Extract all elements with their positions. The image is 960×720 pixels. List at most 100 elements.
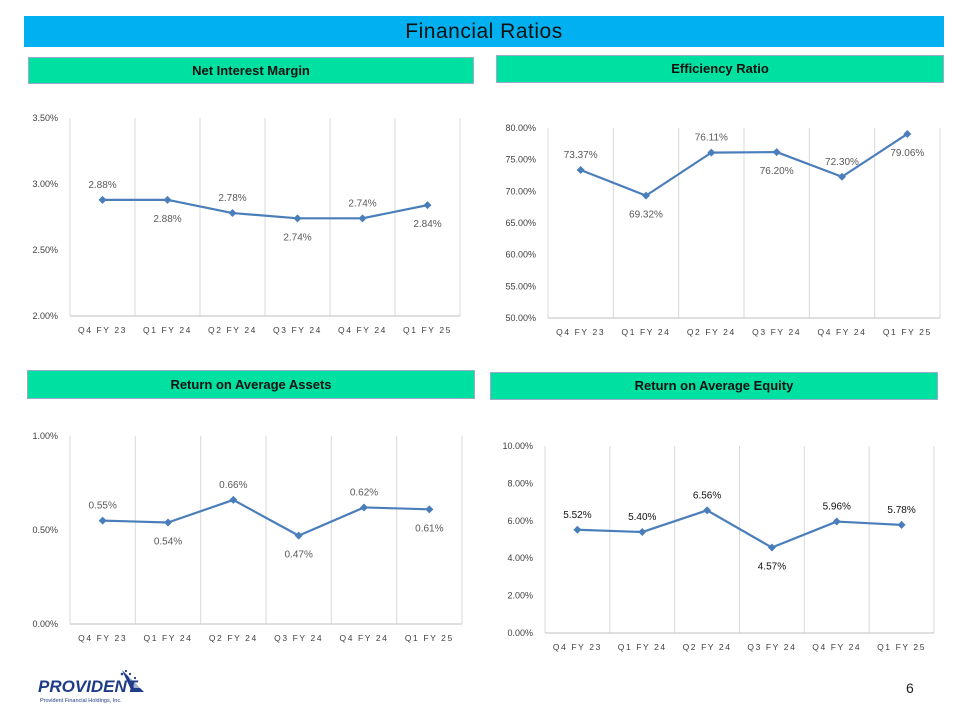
chart-nim-ytick-label: 3.50% xyxy=(32,113,58,123)
chart-roe-point xyxy=(897,520,906,529)
chart-eff-point xyxy=(772,148,781,157)
chart-roa-data-label: 0.61% xyxy=(415,523,443,534)
chart-roa-data-label: 0.54% xyxy=(154,536,182,547)
chart-nim-data-label: 2.88% xyxy=(153,214,181,225)
chart-roa-xtick-label: Q4 FY 24 xyxy=(339,633,388,643)
chart-eff-ytick-label: 80.00% xyxy=(505,123,536,133)
chart-eff-series-line xyxy=(580,133,908,197)
chart-roe-data-label: 5.78% xyxy=(887,505,915,516)
chart-roe-xtick-label: Q1 FY 24 xyxy=(618,642,667,652)
chart-roa-point xyxy=(294,531,303,540)
chart-eff-ytick-label: 55.00% xyxy=(505,281,536,291)
chart-roe-data-label: 5.52% xyxy=(563,510,591,521)
chart-eff-point xyxy=(642,191,650,200)
chart-eff-xtick-label: Q4 FY 24 xyxy=(817,327,866,337)
chart-roa-point xyxy=(98,516,107,525)
chart-roa-data-label: 0.47% xyxy=(284,550,312,561)
chart-nim-point xyxy=(293,214,302,223)
chart-eff-data-label: 69.32% xyxy=(629,210,663,221)
chart-nim-point xyxy=(163,195,172,204)
chart-eff-data-label: 76.11% xyxy=(695,133,728,144)
chart-roa-point xyxy=(164,518,172,527)
chart-nim-data-label: 2.88% xyxy=(88,180,116,191)
chart-roe-ytick-label: 2.00% xyxy=(507,591,533,601)
chart-roa-data-label: 0.55% xyxy=(88,501,116,512)
chart-roe-point xyxy=(832,517,841,526)
chart-roa-ytick-label: 0.50% xyxy=(32,525,58,535)
chart-eff-point xyxy=(576,165,585,174)
page-number: 6 xyxy=(906,680,914,696)
chart-roe-data-label: 6.56% xyxy=(693,490,721,501)
chart-nim-data-label: 2.84% xyxy=(413,219,441,230)
nim-chart-title: Net Interest Margin xyxy=(28,57,474,84)
chart-roe-point xyxy=(638,528,647,537)
provident-logo: PROVIDENT Provident Financial Holdings, … xyxy=(38,669,144,704)
chart-nim-xtick-label: Q3 FY 24 xyxy=(273,325,322,335)
chart-roe-xtick-label: Q1 FY 25 xyxy=(877,642,926,652)
chart-roa-xtick-label: Q3 FY 24 xyxy=(274,633,323,643)
chart-roe-data-label: 5.96% xyxy=(823,502,851,513)
chart-roa-data-label: 0.62% xyxy=(350,487,378,498)
logo-wordmark: PROVIDENT xyxy=(38,677,139,696)
chart-roe-xtick-label: Q4 FY 23 xyxy=(553,642,602,652)
chart-roa-xtick-label: Q4 FY 23 xyxy=(78,633,127,643)
chart-eff-data-label: 79.06% xyxy=(890,148,924,159)
roe-chart-title: Return on Average Equity xyxy=(490,372,938,400)
chart-roe-xtick-label: Q3 FY 24 xyxy=(747,642,796,652)
chart-nim-xtick-label: Q1 FY 24 xyxy=(143,325,192,335)
chart-roa-xtick-label: Q1 FY 24 xyxy=(143,633,192,643)
chart-roe-data-label: 5.40% xyxy=(628,512,656,523)
chart-eff-xtick-label: Q1 FY 24 xyxy=(621,327,670,337)
chart-roe-series-line xyxy=(577,509,902,549)
chart-eff-data-label: 73.37% xyxy=(564,150,598,161)
chart-roa-data-label: 0.66% xyxy=(219,480,247,491)
chart-nim-xtick-label: Q4 FY 24 xyxy=(338,325,387,335)
chart-eff-xtick-label: Q1 FY 25 xyxy=(883,327,932,337)
chart-roe-point xyxy=(703,506,712,515)
chart-roa-xtick-label: Q1 FY 25 xyxy=(405,633,454,643)
chart-roa-ytick-label: 0.00% xyxy=(32,619,58,629)
logo-subtitle: Provident Financial Holdings, Inc. xyxy=(40,698,122,704)
chart-eff-point xyxy=(903,129,912,138)
chart-eff-ytick-label: 75.00% xyxy=(505,155,536,165)
slide-title: Financial Ratios xyxy=(24,16,944,47)
chart-nim-point xyxy=(358,214,367,223)
chart-roe-data-label: 4.57% xyxy=(758,562,786,573)
chart-eff-ytick-label: 70.00% xyxy=(505,186,536,196)
chart-eff-point xyxy=(707,148,716,157)
chart-nim-ytick-label: 2.00% xyxy=(32,311,58,321)
chart-eff-ytick-label: 50.00% xyxy=(505,313,536,323)
chart-nim-xtick-label: Q2 FY 24 xyxy=(208,325,257,335)
chart-nim-data-label: 2.74% xyxy=(348,198,376,209)
chart-eff-xtick-label: Q2 FY 24 xyxy=(687,327,736,337)
chart-roa-point xyxy=(229,495,238,504)
chart-roe-ytick-label: 8.00% xyxy=(507,478,533,488)
chart-nim-point xyxy=(228,209,237,218)
chart-nim-series-line xyxy=(102,198,428,220)
chart-nim-xtick-label: Q1 FY 25 xyxy=(403,325,452,335)
chart-nim-data-label: 2.74% xyxy=(283,232,311,243)
chart-roe-ytick-label: 6.00% xyxy=(507,516,533,526)
chart-eff-ytick-label: 60.00% xyxy=(505,250,536,260)
chart-nim-ytick-label: 2.50% xyxy=(32,245,58,255)
chart-eff-data-label: 76.20% xyxy=(760,166,794,177)
chart-roa-point xyxy=(425,505,434,514)
roa-chart-title: Return on Average Assets xyxy=(27,370,475,399)
chart-nim-point xyxy=(98,195,107,204)
chart-eff-point xyxy=(838,172,846,181)
chart-roe-ytick-label: 0.00% xyxy=(507,628,533,638)
chart-roe-ytick-label: 10.00% xyxy=(502,441,533,451)
chart-roe-ytick-label: 4.00% xyxy=(507,553,533,563)
logo-mark-icon xyxy=(120,669,144,692)
chart-nim-data-label: 2.78% xyxy=(218,193,246,204)
chart-roa-xtick-label: Q2 FY 24 xyxy=(209,633,258,643)
efficiency-chart-title: Efficiency Ratio xyxy=(496,55,944,83)
chart-eff-ytick-label: 65.00% xyxy=(505,218,536,228)
chart-roe-point xyxy=(767,543,776,552)
chart-nim-point xyxy=(423,201,432,210)
chart-roa-ytick-label: 1.00% xyxy=(32,431,58,441)
